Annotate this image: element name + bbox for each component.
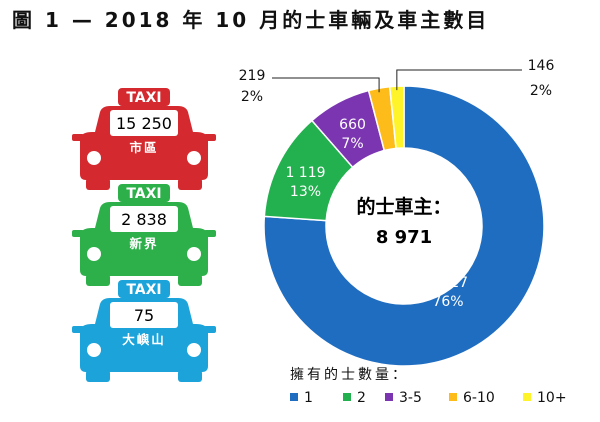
taxi-body	[80, 132, 208, 180]
taxi-count-box	[110, 302, 178, 328]
callout-percent-label: 2%	[530, 83, 552, 99]
slice-percent-label: 7%	[341, 136, 363, 152]
taxi-count: 2 838	[121, 210, 167, 229]
taxi-wheel	[178, 178, 202, 190]
legend-label: 6-10	[463, 390, 495, 406]
legend-label: 2	[357, 390, 366, 406]
taxi-sign-text: TAXI	[126, 186, 161, 202]
donut-labels: 6 827 76% 1 119 13% 660 7%	[285, 117, 468, 310]
callout-value-label: 219	[239, 68, 266, 84]
donut-chart	[263, 85, 545, 367]
legend-swatch	[385, 393, 393, 401]
slice-1	[263, 85, 545, 367]
legend-item-10-plus: 10+	[523, 390, 567, 406]
taxi-sign-text: TAXI	[126, 282, 161, 298]
taxi-urban: TAXI 15 250 市區	[72, 88, 216, 190]
legend-label: 3-5	[399, 390, 422, 406]
legend-swatch	[523, 393, 531, 401]
taxi-count: 15 250	[116, 114, 172, 133]
callout-line	[272, 77, 380, 93]
callout-line	[396, 69, 522, 91]
taxi-body	[80, 324, 208, 372]
taxi-lantau: TAXI 75 大嶼山	[72, 280, 216, 382]
legend-swatch	[449, 393, 457, 401]
slice-percent-label: 76%	[432, 294, 463, 310]
legend-item-2: 2	[343, 390, 366, 406]
taxi-icons: TAXI 15 250 市區 TAXI 2 838 新界 TAXI 75 大嶼山	[72, 88, 216, 382]
taxi-count-box	[110, 206, 178, 232]
slice-percent-label: 13%	[290, 184, 321, 200]
callout-percent-label: 2%	[241, 89, 263, 105]
slice-value-label: 6 827	[428, 275, 468, 291]
slice-value-label: 1 119	[285, 165, 325, 181]
taxi-wheel	[178, 274, 202, 286]
taxi-sign-text: TAXI	[126, 90, 161, 106]
taxi-headlight	[87, 247, 101, 261]
center-label: 的士車主：	[356, 195, 451, 218]
legend: 1 2 3-5 6-10 10+	[290, 390, 567, 406]
taxi-headlight	[187, 247, 201, 261]
taxi-nt: TAXI 2 838 新界	[72, 184, 216, 286]
taxi-wheel	[178, 370, 202, 382]
center-total: 8 971	[376, 227, 432, 248]
taxi-headlight	[187, 343, 201, 357]
legend-label: 10+	[537, 390, 567, 406]
taxi-headlight	[87, 151, 101, 165]
taxi-area: 新界	[129, 236, 158, 251]
taxi-area: 大嶼山	[122, 332, 166, 347]
legend-title: 擁有的士數量：	[290, 367, 409, 383]
slice-value-label: 660	[339, 117, 366, 133]
taxi-count-box	[110, 110, 178, 136]
taxi-sign	[118, 88, 170, 106]
taxi-body	[80, 228, 208, 276]
taxi-area: 市區	[129, 140, 158, 155]
taxi-headlight	[87, 343, 101, 357]
taxi-wheel	[86, 370, 110, 382]
legend-swatch	[343, 393, 351, 401]
taxi-wheel	[86, 274, 110, 286]
taxi-sign	[118, 184, 170, 202]
legend-swatch	[290, 393, 298, 401]
taxi-count: 75	[134, 306, 154, 325]
taxi-headlight	[187, 151, 201, 165]
legend-item-3-5: 3-5	[385, 390, 422, 406]
legend-item-1: 1	[290, 390, 313, 406]
taxi-sign	[118, 280, 170, 298]
slice-10-plus	[388, 85, 405, 150]
callouts: 219 2% 146 2%	[239, 58, 555, 105]
chart-title: 圖 1 — 2018 年 10 月的士車輛及車主數目	[12, 8, 490, 32]
legend-label: 1	[304, 390, 313, 406]
callout-value-label: 146	[528, 58, 555, 74]
legend-item-6-10: 6-10	[449, 390, 495, 406]
taxi-wheel	[86, 178, 110, 190]
